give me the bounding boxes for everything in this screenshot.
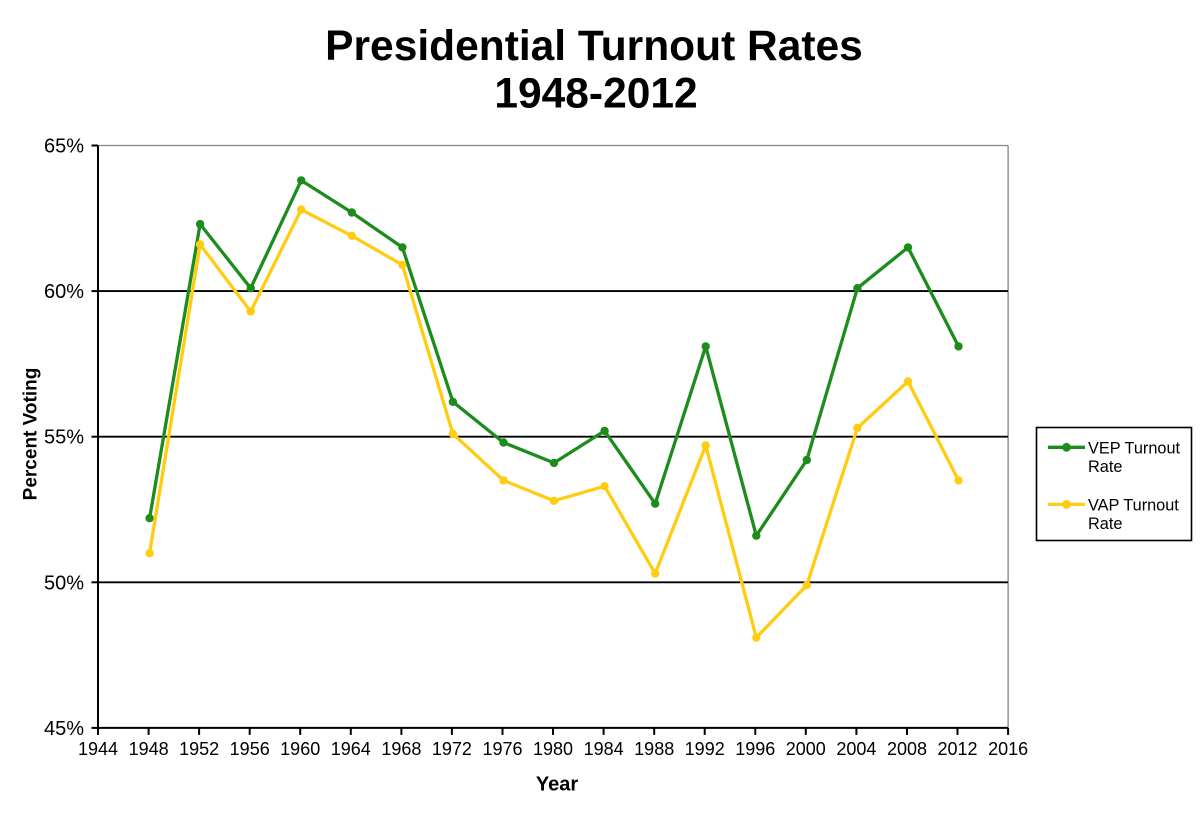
svg-text:1996: 1996: [735, 739, 775, 759]
svg-text:Rate: Rate: [1088, 515, 1122, 533]
svg-text:Percent Voting: Percent Voting: [21, 368, 42, 501]
svg-text:2008: 2008: [887, 739, 927, 759]
svg-text:Year: Year: [536, 774, 578, 796]
svg-text:50%: 50%: [44, 572, 84, 594]
svg-text:1992: 1992: [685, 739, 725, 759]
svg-text:1956: 1956: [230, 739, 270, 759]
svg-text:1984: 1984: [584, 739, 624, 759]
svg-text:1976: 1976: [482, 739, 522, 759]
svg-text:1952: 1952: [179, 739, 219, 759]
svg-text:1980: 1980: [533, 739, 573, 759]
svg-text:1944: 1944: [78, 739, 118, 759]
svg-text:1988: 1988: [634, 739, 674, 759]
svg-text:1972: 1972: [432, 739, 472, 759]
svg-text:VEP Turnout: VEP Turnout: [1088, 440, 1180, 458]
svg-text:65%: 65%: [44, 136, 84, 158]
svg-text:45%: 45%: [44, 718, 84, 740]
svg-text:2004: 2004: [836, 739, 876, 759]
svg-text:Presidential Turnout Rates: Presidential Turnout Rates: [325, 23, 863, 70]
svg-text:60%: 60%: [44, 281, 84, 303]
svg-text:1960: 1960: [280, 739, 320, 759]
svg-text:1948-2012: 1948-2012: [494, 71, 697, 118]
svg-text:Rate: Rate: [1088, 458, 1122, 476]
svg-text:2012: 2012: [937, 739, 977, 759]
svg-text:VAP Turnout: VAP Turnout: [1088, 497, 1179, 515]
svg-text:1964: 1964: [331, 739, 371, 759]
svg-text:2016: 2016: [988, 739, 1028, 759]
svg-text:55%: 55%: [44, 427, 84, 449]
svg-text:1948: 1948: [129, 739, 169, 759]
svg-text:2000: 2000: [786, 739, 826, 759]
svg-text:1968: 1968: [381, 739, 421, 759]
